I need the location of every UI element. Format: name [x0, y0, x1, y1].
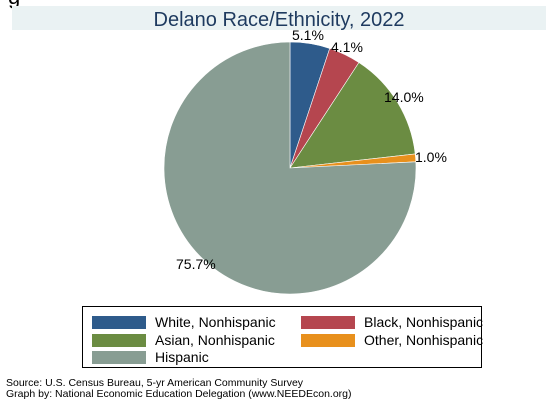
chart-title: Delano Race/Ethnicity, 2022: [12, 10, 546, 30]
legend-item-asian: Asian, Nonhispanic: [92, 332, 275, 348]
legend-item-hispanic: Hispanic: [92, 349, 209, 365]
legend-swatch-black: [301, 315, 355, 329]
legend-swatch-asian: [92, 333, 146, 347]
legend-item-white: White, Nonhispanic: [92, 314, 276, 330]
credit-line: Graph by: National Economic Education De…: [6, 388, 352, 400]
pie-label-hispanic: 75.7%: [176, 256, 216, 272]
clipped-header-text: g: [0, 0, 558, 10]
legend-swatch-hispanic: [92, 350, 146, 364]
legend-item-other: Other, Nonhispanic: [301, 332, 483, 348]
legend-label-other: Other, Nonhispanic: [364, 332, 484, 348]
legend-label-white: White, Nonhispanic: [155, 314, 276, 330]
pie-label-other: 1.0%: [415, 149, 447, 165]
legend-label-hispanic: Hispanic: [155, 349, 209, 365]
legend-label-asian: Asian, Nonhispanic: [155, 332, 275, 348]
legend-swatch-white: [92, 315, 146, 329]
legend-item-black: Black, Nonhispanic: [301, 314, 483, 330]
source-line: Source: U.S. Census Bureau, 5-yr America…: [6, 377, 304, 389]
pie-label-white: 5.1%: [292, 27, 324, 43]
source-note: Source: U.S. Census Bureau, 5-yr America…: [6, 378, 352, 400]
pie-slice-asian: [289, 62, 416, 169]
legend-label-black: Black, Nonhispanic: [364, 314, 484, 330]
chart-legend: White, Nonhispanic Black, Nonhispanic As…: [82, 306, 483, 368]
pie-slice-hispanic: [163, 41, 417, 295]
pie-chart: 5.1% 4.1% 14.0% 1.0% 75.7%: [163, 27, 447, 295]
pie-label-asian: 14.0%: [384, 89, 424, 105]
clipped-header-label: g: [8, 0, 20, 10]
pie-labels: 5.1% 4.1% 14.0% 1.0% 75.7%: [176, 27, 447, 272]
pie-label-black: 4.1%: [331, 39, 363, 55]
pie-slices: [163, 41, 417, 295]
legend-swatch-other: [301, 333, 355, 347]
